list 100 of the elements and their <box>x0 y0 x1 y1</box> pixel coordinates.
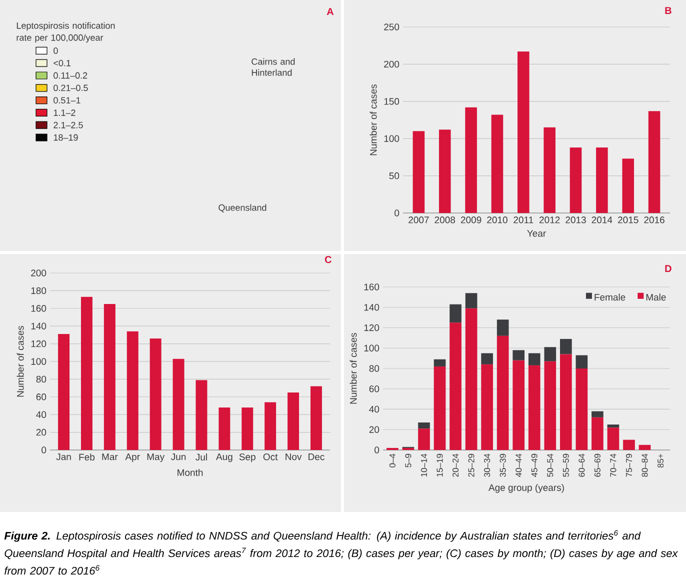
bar <box>150 338 162 450</box>
y-tick-label: 20 <box>36 428 46 436</box>
x-tick-label: 50–54 <box>547 454 554 477</box>
text: A <box>326 8 334 15</box>
y-tick-label: 100 <box>364 344 380 352</box>
y-tick-label: 60 <box>369 386 380 392</box>
y-tick-label: 40 <box>36 411 46 418</box>
bar <box>465 293 478 308</box>
y-tick-label: 120 <box>31 340 46 348</box>
y-axis-title: Number of cases <box>16 326 24 397</box>
y-tick-label: 160 <box>364 284 380 290</box>
bar <box>496 336 509 450</box>
y-tick-label: 80 <box>36 376 46 383</box>
x-axis-title: Year <box>527 230 546 237</box>
bar <box>648 111 660 213</box>
bar <box>576 355 588 368</box>
x-tick-label: Nov <box>286 454 302 460</box>
bar <box>560 354 572 450</box>
y-tick-label: 100 <box>31 358 46 365</box>
x-tick-label: 35–39 <box>500 454 506 477</box>
y-tick-label: 250 <box>384 24 400 30</box>
x-tick-label: May <box>147 454 165 462</box>
y-tick-label: 80 <box>369 365 380 372</box>
x-tick-label: 2012 <box>539 216 560 224</box>
y-tick-label: 140 <box>31 322 46 330</box>
bar <box>450 304 462 323</box>
bar <box>596 148 608 213</box>
bar <box>264 402 276 450</box>
bar <box>481 353 493 364</box>
x-tick-label: 40–44 <box>516 454 522 477</box>
x-tick-label: 75–79 <box>626 454 632 477</box>
bar <box>576 368 588 450</box>
x-tick-label: 2014 <box>592 216 612 224</box>
bar <box>528 365 540 450</box>
y-tick-label: 100 <box>384 135 400 142</box>
bar <box>607 424 620 428</box>
x-tick-label: 10–14 <box>420 454 427 477</box>
x-tick-label: 2011 <box>514 216 534 224</box>
y-axis-title: Number of cases <box>350 332 357 404</box>
x-tick-label: 80–84 <box>642 454 648 477</box>
bar <box>418 428 430 450</box>
bar <box>104 304 116 450</box>
x-tick-label: 2009 <box>460 216 482 224</box>
y-tick-label: 200 <box>31 270 46 276</box>
x-tick-label: Jun <box>171 454 186 460</box>
y-tick-label: 60 <box>36 394 46 400</box>
bar <box>450 322 462 450</box>
x-tick-label: 5–9 <box>405 454 412 468</box>
x-tick-label: Aug <box>216 454 232 462</box>
x-tick-label: 55–59 <box>562 454 569 477</box>
bar <box>418 422 430 429</box>
y-tick-label: 200 <box>384 60 400 68</box>
bar <box>288 392 300 450</box>
bar <box>560 338 572 354</box>
x-tick-label: 0–4 <box>389 454 396 468</box>
bar <box>512 360 525 450</box>
x-axis-title: Month <box>178 468 203 476</box>
y-tick-label: 50 <box>389 172 400 180</box>
x-tick-label: 65–69 <box>594 454 600 477</box>
x-tick-label: 70–74 <box>610 454 616 477</box>
bar <box>638 444 651 450</box>
bar <box>434 366 446 450</box>
legend-label: Female <box>594 294 626 301</box>
bar <box>126 331 138 450</box>
x-tick-label: 85+ <box>658 454 664 468</box>
bar <box>528 353 540 366</box>
category-label: 18–19 <box>54 134 78 141</box>
x-tick-label: 2007 <box>408 216 429 224</box>
bar <box>58 334 70 450</box>
y-tick-label: 40 <box>369 406 380 413</box>
x-tick-label: Apr <box>125 454 140 462</box>
x-tick-label: 2010 <box>487 216 508 224</box>
bar <box>481 364 493 450</box>
bar <box>242 408 254 450</box>
bar <box>570 148 582 213</box>
bar <box>196 380 208 450</box>
bar <box>491 114 504 213</box>
x-tick-label: Jan <box>56 454 71 460</box>
x-tick-label: 15–19 <box>436 454 443 477</box>
category-label: <0.1 <box>54 60 71 66</box>
category-label: 1.1–2 <box>54 110 76 116</box>
x-tick-label: Oct <box>263 454 278 460</box>
x-tick-label: 30–34 <box>484 454 490 477</box>
bar <box>438 130 451 213</box>
text: Queensland <box>218 204 266 212</box>
legend-title: Leptospirosis notification rate per 100,000/year <box>16 22 115 43</box>
x-tick-label: Sep <box>239 454 256 462</box>
y-tick-label: 150 <box>384 98 400 105</box>
x-tick-label: Feb <box>79 454 95 460</box>
bar <box>592 417 604 450</box>
bar <box>592 411 604 418</box>
y-tick-label: 0 <box>394 210 400 216</box>
y-tick-label: 20 <box>369 426 380 433</box>
chart-title: D <box>665 265 672 272</box>
y-tick-label: 160 <box>31 305 46 312</box>
x-tick-label: 25–29 <box>468 454 474 477</box>
x-tick-label: 20–24 <box>452 454 459 477</box>
bar <box>465 107 477 213</box>
text: Figure 2. Leptospirosis cases notified to NNDSS and Queensland Health: (A) incidence by Australian states and territories$^{6}$ and Queensland Hospital and Health Services areas$^{7}$ from 2012 to 2016; (B) cases per year; (C) cases by month; (D) cases by age and sex from 2007 to 2016$^{6}$ <box>4 530 678 575</box>
x-tick-label: 2013 <box>566 216 586 224</box>
